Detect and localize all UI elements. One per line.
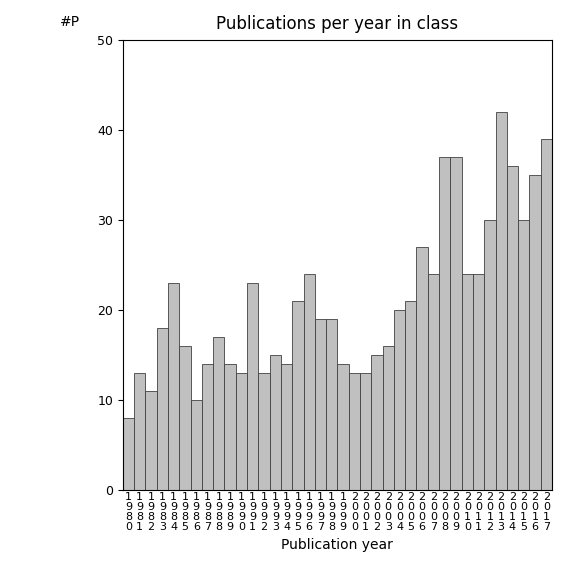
Bar bbox=[337, 364, 349, 490]
Bar bbox=[134, 373, 146, 490]
Bar bbox=[213, 337, 225, 490]
Bar bbox=[225, 364, 236, 490]
Bar bbox=[202, 364, 213, 490]
Bar bbox=[292, 301, 303, 490]
Bar bbox=[259, 373, 270, 490]
Bar bbox=[191, 400, 202, 490]
Bar bbox=[156, 328, 168, 490]
Bar bbox=[417, 247, 428, 490]
Bar bbox=[473, 274, 484, 490]
Bar bbox=[270, 355, 281, 490]
Bar bbox=[179, 346, 191, 490]
Bar bbox=[518, 220, 530, 490]
Bar bbox=[281, 364, 292, 490]
Bar bbox=[360, 373, 371, 490]
Bar bbox=[146, 391, 156, 490]
Bar bbox=[484, 220, 496, 490]
Bar bbox=[439, 157, 450, 490]
Bar bbox=[394, 310, 405, 490]
Bar bbox=[168, 283, 179, 490]
Bar bbox=[303, 274, 315, 490]
Bar bbox=[530, 175, 541, 490]
Bar bbox=[428, 274, 439, 490]
Bar bbox=[371, 355, 383, 490]
X-axis label: Publication year: Publication year bbox=[281, 538, 393, 552]
Bar bbox=[541, 139, 552, 490]
Bar bbox=[247, 283, 259, 490]
Bar bbox=[507, 166, 518, 490]
Bar bbox=[236, 373, 247, 490]
Bar bbox=[123, 418, 134, 490]
Bar bbox=[405, 301, 417, 490]
Bar bbox=[496, 112, 507, 490]
Bar bbox=[349, 373, 360, 490]
Bar bbox=[450, 157, 462, 490]
Bar bbox=[383, 346, 394, 490]
Text: #P: #P bbox=[60, 15, 81, 29]
Title: Publications per year in class: Publications per year in class bbox=[217, 15, 459, 33]
Bar bbox=[462, 274, 473, 490]
Bar bbox=[315, 319, 326, 490]
Bar bbox=[326, 319, 337, 490]
